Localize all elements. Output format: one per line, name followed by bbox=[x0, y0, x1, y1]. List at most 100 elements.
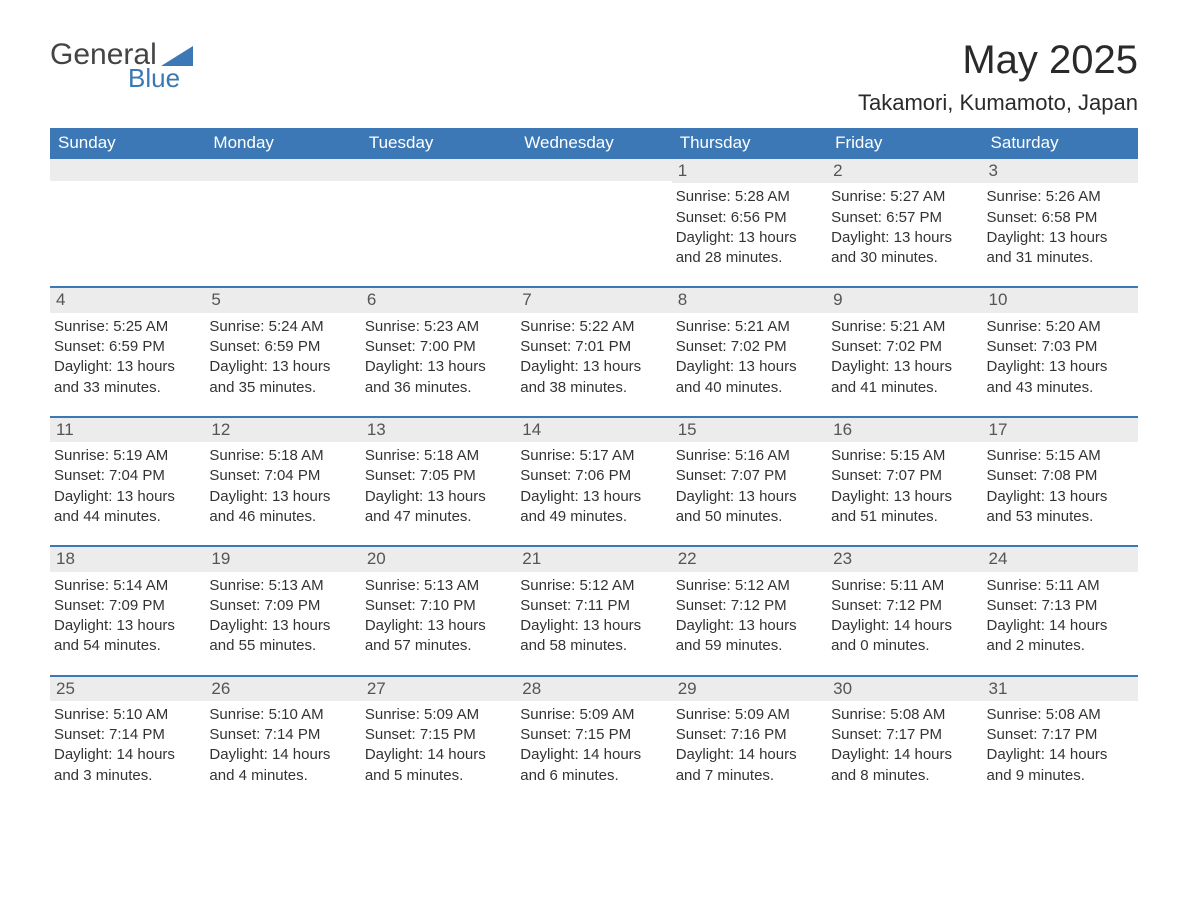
daylight-text: Daylight: 14 hours and 3 minutes. bbox=[54, 745, 201, 786]
daylight-text: Daylight: 13 hours and 53 minutes. bbox=[987, 487, 1134, 528]
sunrise-text: Sunrise: 5:23 AM bbox=[365, 317, 512, 337]
day-cell: 7Sunrise: 5:22 AMSunset: 7:01 PMDaylight… bbox=[516, 288, 671, 415]
day-cell: 17Sunrise: 5:15 AMSunset: 7:08 PMDayligh… bbox=[983, 418, 1138, 545]
sunset-text: Sunset: 7:13 PM bbox=[987, 596, 1134, 616]
day-number: 11 bbox=[50, 418, 205, 442]
sunset-text: Sunset: 6:59 PM bbox=[209, 337, 356, 357]
day-body: Sunrise: 5:10 AMSunset: 7:14 PMDaylight:… bbox=[50, 701, 205, 804]
day-cell: 23Sunrise: 5:11 AMSunset: 7:12 PMDayligh… bbox=[827, 547, 982, 674]
sunset-text: Sunset: 6:58 PM bbox=[987, 208, 1134, 228]
day-body: Sunrise: 5:19 AMSunset: 7:04 PMDaylight:… bbox=[50, 442, 205, 545]
day-cell: 3 Sunrise: 5:26 AMSunset: 6:58 PMDaylight… bbox=[983, 159, 1138, 286]
weekday-header: Wednesday bbox=[516, 128, 671, 159]
sunset-text: Sunset: 7:04 PM bbox=[209, 466, 356, 486]
calendar-page: General Blue May 2025 Takamori, Kumamoto… bbox=[0, 0, 1188, 918]
weekday-header: Sunday bbox=[50, 128, 205, 159]
sunrise-text: Sunrise: 5:26 AM bbox=[987, 187, 1134, 207]
page-header: General Blue May 2025 Takamori, Kumamoto… bbox=[50, 40, 1138, 116]
calendar-grid: Sunday Monday Tuesday Wednesday Thursday… bbox=[50, 128, 1138, 804]
day-cell: 5Sunrise: 5:24 AMSunset: 6:59 PMDaylight… bbox=[205, 288, 360, 415]
sunset-text: Sunset: 7:17 PM bbox=[987, 725, 1134, 745]
sunrise-text: Sunrise: 5:15 AM bbox=[831, 446, 978, 466]
sunset-text: Sunset: 7:14 PM bbox=[209, 725, 356, 745]
day-number bbox=[50, 159, 205, 181]
weeks-container: 1Sunrise: 5:28 AMSunset: 6:56 PMDaylight… bbox=[50, 159, 1138, 804]
day-cell: 18Sunrise: 5:14 AMSunset: 7:09 PMDayligh… bbox=[50, 547, 205, 674]
day-cell: 16Sunrise: 5:15 AMSunset: 7:07 PMDayligh… bbox=[827, 418, 982, 545]
sunset-text: Sunset: 7:02 PM bbox=[676, 337, 823, 357]
day-body: Sunrise: 5:18 AMSunset: 7:05 PMDaylight:… bbox=[361, 442, 516, 545]
day-cell: 11Sunrise: 5:19 AMSunset: 7:04 PMDayligh… bbox=[50, 418, 205, 545]
sunset-text: Sunset: 7:12 PM bbox=[676, 596, 823, 616]
day-number: 30 bbox=[827, 677, 982, 701]
sunrise-text: Sunrise: 5:19 AM bbox=[54, 446, 201, 466]
day-body bbox=[50, 181, 205, 277]
day-number: 18 bbox=[50, 547, 205, 571]
day-body: Sunrise: 5:23 AMSunset: 7:00 PMDaylight:… bbox=[361, 313, 516, 416]
sunrise-text: Sunrise: 5:15 AM bbox=[987, 446, 1134, 466]
daylight-text: Daylight: 13 hours and 30 minutes. bbox=[831, 228, 978, 269]
daylight-text: Daylight: 13 hours and 44 minutes. bbox=[54, 487, 201, 528]
day-number: 27 bbox=[361, 677, 516, 701]
sunset-text: Sunset: 7:01 PM bbox=[520, 337, 667, 357]
daylight-text: Daylight: 13 hours and 50 minutes. bbox=[676, 487, 823, 528]
daylight-text: Daylight: 14 hours and 7 minutes. bbox=[676, 745, 823, 786]
sunset-text: Sunset: 7:14 PM bbox=[54, 725, 201, 745]
day-number: 25 bbox=[50, 677, 205, 701]
daylight-text: Daylight: 13 hours and 36 minutes. bbox=[365, 357, 512, 398]
day-number: 28 bbox=[516, 677, 671, 701]
day-body: Sunrise: 5:22 AMSunset: 7:01 PMDaylight:… bbox=[516, 313, 671, 416]
daylight-text: Daylight: 13 hours and 46 minutes. bbox=[209, 487, 356, 528]
day-body: Sunrise: 5:13 AMSunset: 7:10 PMDaylight:… bbox=[361, 572, 516, 675]
daylight-text: Daylight: 14 hours and 6 minutes. bbox=[520, 745, 667, 786]
sunrise-text: Sunrise: 5:20 AM bbox=[987, 317, 1134, 337]
daylight-text: Daylight: 13 hours and 31 minutes. bbox=[987, 228, 1134, 269]
sunrise-text: Sunrise: 5:12 AM bbox=[676, 576, 823, 596]
day-body: Sunrise: 5:20 AMSunset: 7:03 PMDaylight:… bbox=[983, 313, 1138, 416]
sunset-text: Sunset: 6:59 PM bbox=[54, 337, 201, 357]
day-body: Sunrise: 5:21 AMSunset: 7:02 PMDaylight:… bbox=[827, 313, 982, 416]
day-body: Sunrise: 5:15 AMSunset: 7:07 PMDaylight:… bbox=[827, 442, 982, 545]
week-row: 25Sunrise: 5:10 AMSunset: 7:14 PMDayligh… bbox=[50, 675, 1138, 804]
sunset-text: Sunset: 7:12 PM bbox=[831, 596, 978, 616]
weekday-header: Tuesday bbox=[361, 128, 516, 159]
day-number: 8 bbox=[672, 288, 827, 312]
day-body: Sunrise: 5:11 AMSunset: 7:13 PMDaylight:… bbox=[983, 572, 1138, 675]
daylight-text: Daylight: 14 hours and 2 minutes. bbox=[987, 616, 1134, 657]
sunrise-text: Sunrise: 5:13 AM bbox=[209, 576, 356, 596]
sunrise-text: Sunrise: 5:08 AM bbox=[831, 705, 978, 725]
sunrise-text: Sunrise: 5:10 AM bbox=[54, 705, 201, 725]
week-row: 18Sunrise: 5:14 AMSunset: 7:09 PMDayligh… bbox=[50, 545, 1138, 674]
title-block: May 2025 Takamori, Kumamoto, Japan bbox=[858, 40, 1138, 116]
day-cell: 19Sunrise: 5:13 AMSunset: 7:09 PMDayligh… bbox=[205, 547, 360, 674]
sunset-text: Sunset: 7:03 PM bbox=[987, 337, 1134, 357]
sunrise-text: Sunrise: 5:21 AM bbox=[831, 317, 978, 337]
day-cell: 21Sunrise: 5:12 AMSunset: 7:11 PMDayligh… bbox=[516, 547, 671, 674]
day-number: 4 bbox=[50, 288, 205, 312]
day-number: 13 bbox=[361, 418, 516, 442]
daylight-text: Daylight: 13 hours and 47 minutes. bbox=[365, 487, 512, 528]
sunrise-text: Sunrise: 5:24 AM bbox=[209, 317, 356, 337]
sunrise-text: Sunrise: 5:12 AM bbox=[520, 576, 667, 596]
day-cell: 15Sunrise: 5:16 AMSunset: 7:07 PMDayligh… bbox=[672, 418, 827, 545]
daylight-text: Daylight: 14 hours and 5 minutes. bbox=[365, 745, 512, 786]
sunset-text: Sunset: 7:00 PM bbox=[365, 337, 512, 357]
day-number: 3 bbox=[983, 159, 1138, 183]
day-body bbox=[205, 181, 360, 277]
day-number: 17 bbox=[983, 418, 1138, 442]
day-cell: 29Sunrise: 5:09 AMSunset: 7:16 PMDayligh… bbox=[672, 677, 827, 804]
day-body: Sunrise: 5:12 AMSunset: 7:12 PMDaylight:… bbox=[672, 572, 827, 675]
day-number: 6 bbox=[361, 288, 516, 312]
sunrise-text: Sunrise: 5:14 AM bbox=[54, 576, 201, 596]
day-number: 14 bbox=[516, 418, 671, 442]
day-cell: 1Sunrise: 5:28 AMSunset: 6:56 PMDaylight… bbox=[672, 159, 827, 286]
sunrise-text: Sunrise: 5:13 AM bbox=[365, 576, 512, 596]
daylight-text: Daylight: 13 hours and 43 minutes. bbox=[987, 357, 1134, 398]
sunset-text: Sunset: 7:15 PM bbox=[365, 725, 512, 745]
day-number: 2 bbox=[827, 159, 982, 183]
daylight-text: Daylight: 13 hours and 55 minutes. bbox=[209, 616, 356, 657]
sunrise-text: Sunrise: 5:27 AM bbox=[831, 187, 978, 207]
day-body: Sunrise: 5:12 AMSunset: 7:11 PMDaylight:… bbox=[516, 572, 671, 675]
daylight-text: Daylight: 13 hours and 41 minutes. bbox=[831, 357, 978, 398]
weekday-header: Saturday bbox=[983, 128, 1138, 159]
